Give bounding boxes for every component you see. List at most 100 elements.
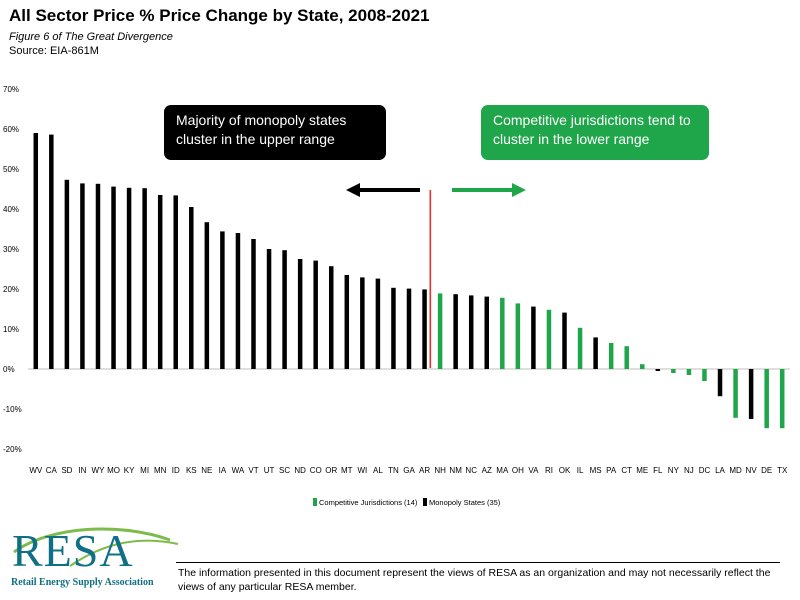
bar-ne bbox=[204, 222, 210, 369]
x-tick-label: KY bbox=[124, 466, 135, 475]
x-tick-label: MS bbox=[590, 466, 602, 475]
bar-ri bbox=[546, 309, 552, 369]
x-tick-label: ME bbox=[636, 466, 648, 475]
y-tick-label: 10% bbox=[3, 325, 19, 334]
x-tick-label: OK bbox=[559, 466, 571, 475]
bar-or bbox=[328, 266, 334, 369]
legend-label: Monopoly States (35) bbox=[429, 498, 501, 507]
x-tick-label: TN bbox=[388, 466, 399, 475]
x-tick-label: SC bbox=[279, 466, 290, 475]
x-tick-label: NE bbox=[201, 466, 212, 475]
x-tick-label: SD bbox=[61, 466, 72, 475]
x-tick-label: IL bbox=[577, 466, 584, 475]
bar-fl bbox=[655, 369, 661, 371]
bar-ct bbox=[624, 346, 629, 369]
x-tick-label: NH bbox=[434, 466, 446, 475]
bar-ia bbox=[220, 231, 225, 369]
bar-md bbox=[733, 369, 738, 418]
monopoly-callout: Majority of monopoly states cluster in t… bbox=[164, 105, 386, 160]
bar-ar bbox=[422, 289, 427, 369]
x-tick-label: WV bbox=[29, 466, 43, 475]
footer-divider bbox=[176, 562, 780, 563]
bar-sd bbox=[64, 179, 70, 369]
x-tick-label: NC bbox=[465, 466, 477, 475]
bar-az bbox=[484, 296, 490, 369]
bar-nv bbox=[748, 369, 754, 419]
bar-co bbox=[313, 260, 318, 369]
bar-ca bbox=[49, 134, 54, 369]
x-tick-label: AZ bbox=[482, 466, 492, 475]
bar-nd bbox=[297, 259, 303, 369]
x-tick-label: VA bbox=[528, 466, 539, 475]
y-tick-label: 30% bbox=[3, 245, 19, 254]
x-tick-label: VT bbox=[248, 466, 258, 475]
logo-tagline: Retail Energy Supply Association bbox=[11, 577, 154, 588]
bar-mi bbox=[142, 188, 147, 369]
chart-subtitle: Figure 6 of The Great Divergence bbox=[9, 31, 173, 43]
x-tick-label: WA bbox=[232, 466, 245, 475]
bar-wy bbox=[95, 183, 101, 369]
x-tick-label: IN bbox=[78, 466, 86, 475]
bar-ok bbox=[562, 312, 567, 369]
x-tick-label: MA bbox=[496, 466, 509, 475]
bar-nm bbox=[453, 294, 458, 369]
y-tick-label: 40% bbox=[3, 205, 19, 214]
bar-tx bbox=[779, 369, 785, 429]
x-tick-label: MI bbox=[140, 466, 149, 475]
bar-sc bbox=[282, 250, 287, 369]
legend-swatch bbox=[423, 498, 427, 506]
bar-id bbox=[173, 195, 178, 369]
x-tick-label: AL bbox=[373, 466, 383, 475]
y-tick-label: -20% bbox=[3, 445, 22, 454]
bar-vt bbox=[251, 239, 256, 369]
logo-swoosh-icon bbox=[13, 527, 179, 567]
x-tick-label: WY bbox=[92, 466, 106, 475]
x-tick-label: MO bbox=[107, 466, 120, 475]
bar-chart: 70% 60% 50% 40% 30% 20% 10% 0% -10% -20% WV CA SD IN W… bbox=[3, 85, 790, 507]
x-tick-label: ND bbox=[294, 466, 306, 475]
x-tick-label: DE bbox=[761, 466, 772, 475]
bar-oh bbox=[515, 303, 521, 369]
x-tick-label: MN bbox=[154, 466, 167, 475]
x-tick-label: ID bbox=[172, 466, 180, 475]
bar-wi bbox=[360, 277, 365, 369]
bar-mn bbox=[157, 195, 163, 369]
x-tick-label: CO bbox=[310, 466, 322, 475]
x-tick-label: NM bbox=[449, 466, 462, 475]
bar-wv bbox=[33, 133, 39, 369]
bar-al bbox=[375, 278, 381, 369]
bar-mt bbox=[344, 275, 350, 369]
x-tick-label: MT bbox=[341, 466, 353, 475]
bar-me bbox=[640, 364, 645, 369]
legend-swatch bbox=[313, 498, 317, 506]
x-tick-label: FL bbox=[653, 466, 663, 475]
x-tick-label: RI bbox=[545, 466, 553, 475]
y-tick-label: -10% bbox=[3, 405, 22, 414]
x-tick-label: TX bbox=[777, 466, 788, 475]
bar-ms bbox=[593, 337, 598, 369]
x-tick-label: IA bbox=[219, 466, 227, 475]
x-tick-label: CA bbox=[46, 466, 58, 475]
left-arrowhead-icon bbox=[346, 183, 360, 197]
bar-va bbox=[531, 306, 536, 369]
chart-title: All Sector Price % Price Change by State… bbox=[9, 6, 430, 25]
bar-nc bbox=[468, 295, 474, 369]
x-tick-label: KS bbox=[186, 466, 197, 475]
bar-wa bbox=[235, 233, 241, 369]
y-tick-label: 70% bbox=[3, 85, 19, 94]
bar-ny bbox=[671, 369, 676, 373]
x-tick-label: AR bbox=[419, 466, 430, 475]
x-tick-label: DC bbox=[699, 466, 711, 475]
x-tick-label: CT bbox=[621, 466, 632, 475]
legend-label: Competitive Jurisdictions (14) bbox=[319, 498, 418, 507]
bar-mo bbox=[111, 186, 116, 369]
x-tick-label: MD bbox=[729, 466, 742, 475]
logo-text: RESA bbox=[12, 525, 134, 576]
bar-in bbox=[80, 183, 85, 369]
y-tick-label: 20% bbox=[3, 285, 19, 294]
x-tick-label: LA bbox=[715, 466, 725, 475]
bar-la bbox=[717, 369, 723, 397]
x-tick-label: OR bbox=[325, 466, 337, 475]
bar-de bbox=[764, 369, 769, 429]
bar-nj bbox=[686, 369, 692, 375]
